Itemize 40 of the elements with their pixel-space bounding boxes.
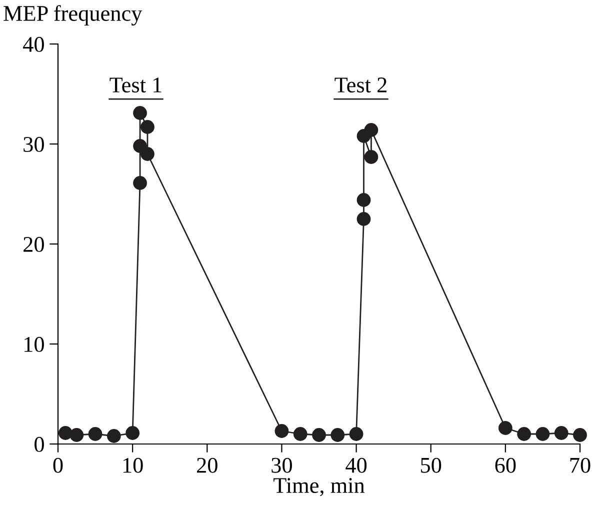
point	[536, 427, 550, 441]
point	[554, 426, 568, 440]
y-axis-title: MEP frequency	[4, 5, 142, 26]
point	[58, 426, 72, 440]
point	[364, 123, 378, 137]
point	[133, 106, 147, 120]
point	[133, 176, 147, 190]
point	[356, 212, 371, 226]
y-tick-label: 0	[34, 436, 44, 452]
y-tick-label: 40	[23, 36, 44, 52]
point	[330, 428, 345, 442]
y-tick-label: 10	[24, 336, 44, 352]
point	[293, 427, 308, 441]
point	[349, 427, 364, 441]
x-tick-label: 10	[123, 458, 143, 473]
point	[140, 147, 154, 161]
y-tick-label: 30	[24, 136, 44, 152]
x-tick-label: 30	[272, 458, 292, 473]
y-tick-label: 20	[24, 236, 44, 252]
point	[140, 120, 154, 134]
x-tick-label: 40	[346, 458, 367, 473]
point	[70, 428, 84, 442]
point	[364, 150, 378, 164]
point	[517, 427, 532, 441]
x-tick-label: 70	[570, 458, 590, 473]
point	[106, 429, 121, 443]
annotation: Test 1	[110, 78, 162, 92]
point	[126, 426, 140, 440]
annotation: Test 2	[334, 78, 386, 92]
x-axis-title: Time, min	[274, 478, 365, 496]
x-tick-label: 60	[495, 458, 516, 473]
x-tick-label: 50	[421, 458, 442, 473]
point	[356, 193, 371, 207]
point	[88, 427, 102, 441]
x-tick-label: 20	[197, 458, 218, 473]
point	[573, 428, 587, 442]
point	[498, 421, 512, 435]
point	[312, 428, 326, 442]
x-tick-label: 0	[53, 458, 63, 473]
point	[274, 424, 289, 438]
